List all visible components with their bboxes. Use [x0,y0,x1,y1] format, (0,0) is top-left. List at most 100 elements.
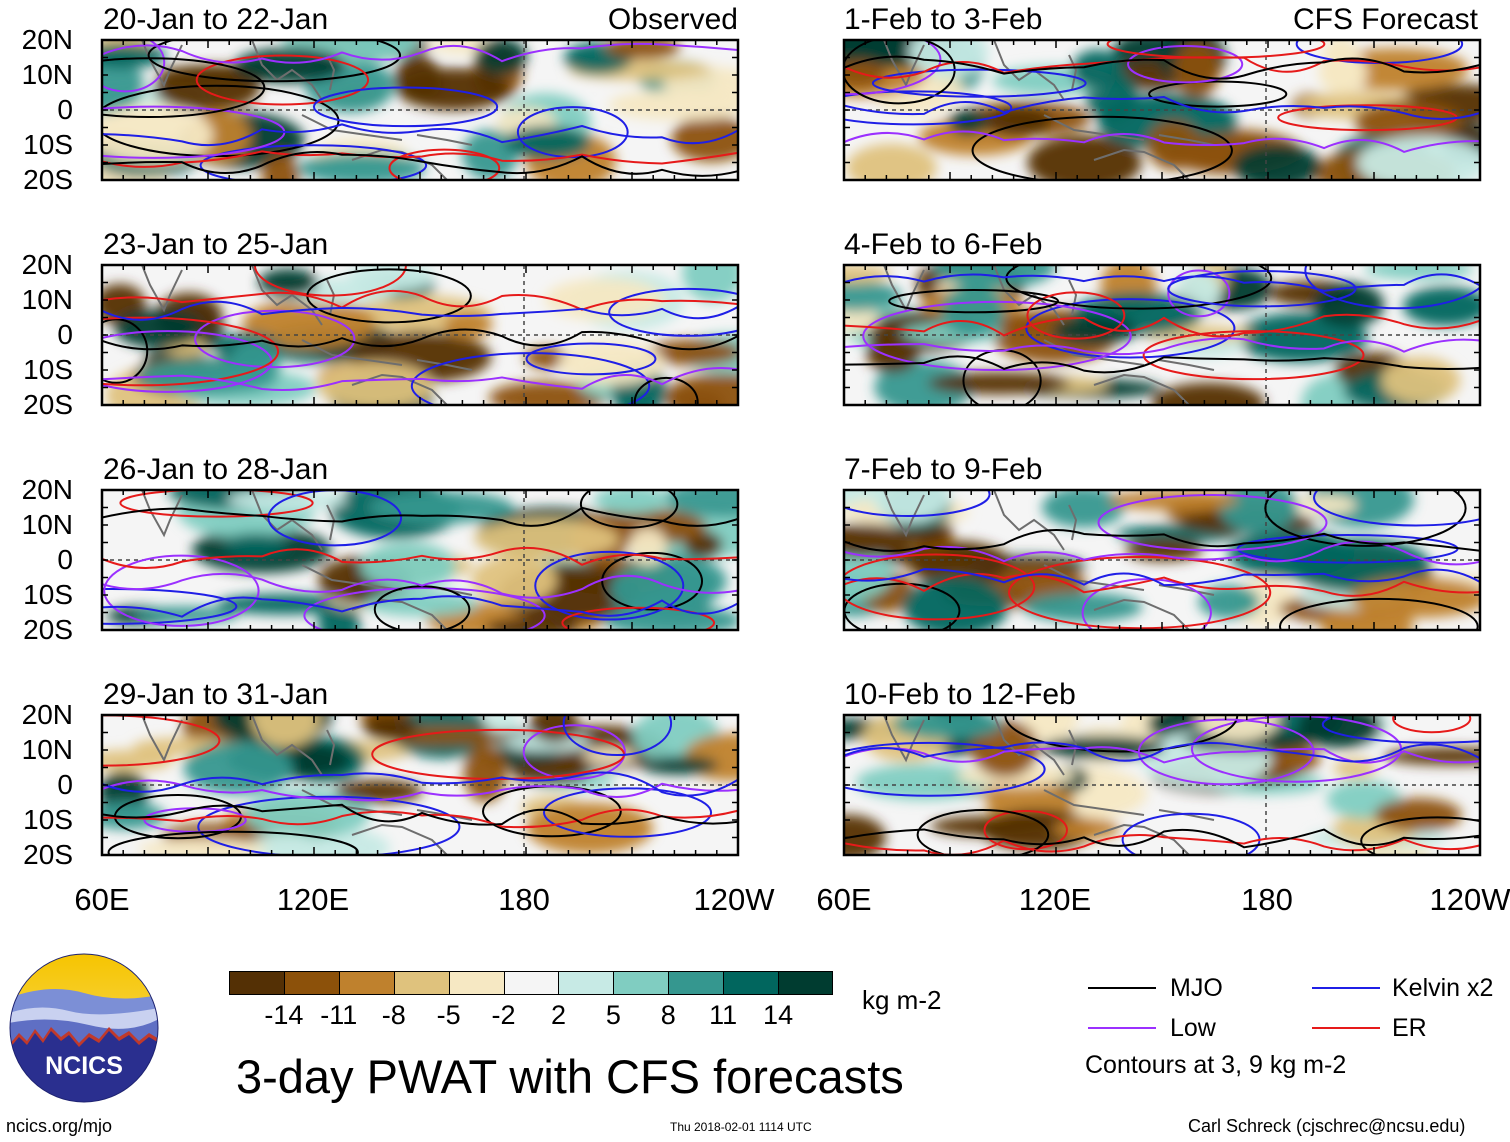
lat-label: 0 [57,769,73,800]
contour-line [147,40,402,83]
colorbar-label: 11 [709,1000,738,1030]
contour-line [119,490,314,518]
contour-line [562,715,673,757]
contour-line [871,68,1087,98]
contour-line [303,587,546,630]
contour-line [195,54,370,106]
contour-line [103,554,260,627]
colorbar-frame [229,971,833,995]
contour-line [1025,298,1236,359]
legend-er-line [1312,1027,1380,1029]
legend-mjo-label: MJO [1170,974,1223,1002]
colorbar-label: -2 [491,1000,516,1030]
colorbar-box [448,971,504,995]
panel-title: 10-Feb to 12-Feb [844,678,1076,711]
panel-title: 1-Feb to 3-Feb [844,3,1043,36]
forecast-label: CFS Forecast [1292,3,1478,36]
contour-line [1264,490,1467,547]
contour-line [579,490,679,529]
map-panel [844,490,1480,630]
colorbar-label: -5 [436,1000,461,1030]
contour-line [1026,291,1126,340]
panel-title: 7-Feb to 9-Feb [844,453,1043,486]
lat-label: 10S [23,354,73,385]
contour-line [194,309,356,369]
contour-line [561,606,716,630]
contour-line [1081,578,1212,630]
lat-label: 10N [21,509,73,540]
contour-line [844,40,942,96]
contour-line [633,376,699,405]
contour-line [1279,597,1479,630]
contour-line [525,342,657,376]
lat-label: 20N [21,24,73,55]
colorbar-box [503,971,559,995]
contour-line [107,830,359,855]
contour-line [844,741,1046,797]
contour-line [1167,270,1357,308]
lat-label: 10S [23,129,73,160]
contour-line [608,287,738,337]
lat-label: 20N [21,474,73,505]
map-panel [844,265,1480,405]
contour-line [1127,44,1244,84]
legend-mjo-line [1088,987,1156,989]
lat-label: 20N [21,699,73,730]
contour-line [1321,715,1480,744]
contour-line [844,490,991,517]
colorbar-box [393,971,449,995]
colorbar-box [723,971,779,995]
legend-kelvin-label: Kelvin x2 [1392,974,1494,1002]
contour-line [102,57,266,119]
panel-title: 20-Jan to 22-Jan [103,3,329,36]
main-title: 3-day PWAT with CFS forecasts [236,1050,904,1103]
contour-line [102,40,166,93]
lon-label-120e: 120E [1018,882,1092,917]
panel-title: 23-Jan to 25-Jan [103,228,329,261]
lat-label: 0 [57,319,73,350]
colorbar-box [338,971,394,995]
panel-title: 29-Jan to 31-Jan [103,678,329,711]
contour-line [388,148,501,180]
contour-line [312,86,499,128]
contour-line [1142,330,1365,381]
footer-credit: Carl Schreck (cjschrec@ncsu.edu) [1188,1116,1466,1136]
lat-label: 20S [23,164,73,195]
contour-line [1097,494,1328,552]
lon-label-60e: 60E [74,882,130,917]
contour-line [197,795,461,855]
legend-er-label: ER [1392,1014,1427,1042]
lon-label-120w: 120W [693,882,775,917]
contour-line [1392,715,1472,734]
contour-line [916,809,1050,855]
contour-line [199,144,428,180]
lon-label-120w: 120W [1429,882,1510,917]
contour-line [1148,80,1288,108]
colorbar-label: 8 [660,1000,676,1030]
legend-low-label: Low [1170,1014,1216,1042]
colorbar-box [668,971,724,995]
lon-label-180: 180 [498,882,550,917]
map-panel [844,715,1480,855]
lat-label: 20S [23,389,73,420]
lon-label-180: 180 [1241,882,1293,917]
map-panel [102,265,738,405]
colorbar-box [229,971,284,995]
contour-line [862,300,1132,372]
contour-line [522,724,626,780]
footer-url[interactable]: ncics.org/mjo [6,1116,113,1136]
colorbar-label: -8 [381,1000,406,1030]
map-panels [100,38,1482,857]
lon-label-60e: 60E [816,882,872,917]
contour-line [542,787,713,838]
legend-kelvin-line [1312,987,1380,989]
legend-note: Contours at 3, 9 kg m-2 [1085,1051,1347,1079]
panel-title: 26-Jan to 28-Jan [103,453,329,486]
contour-line [1005,265,1273,310]
lat-label: 10S [23,804,73,835]
lat-label: 10N [21,734,73,765]
colorbar-label: 14 [763,1000,794,1030]
lat-label: 10S [23,579,73,610]
lat-label: 0 [57,544,73,575]
colorbar-box [778,971,833,995]
